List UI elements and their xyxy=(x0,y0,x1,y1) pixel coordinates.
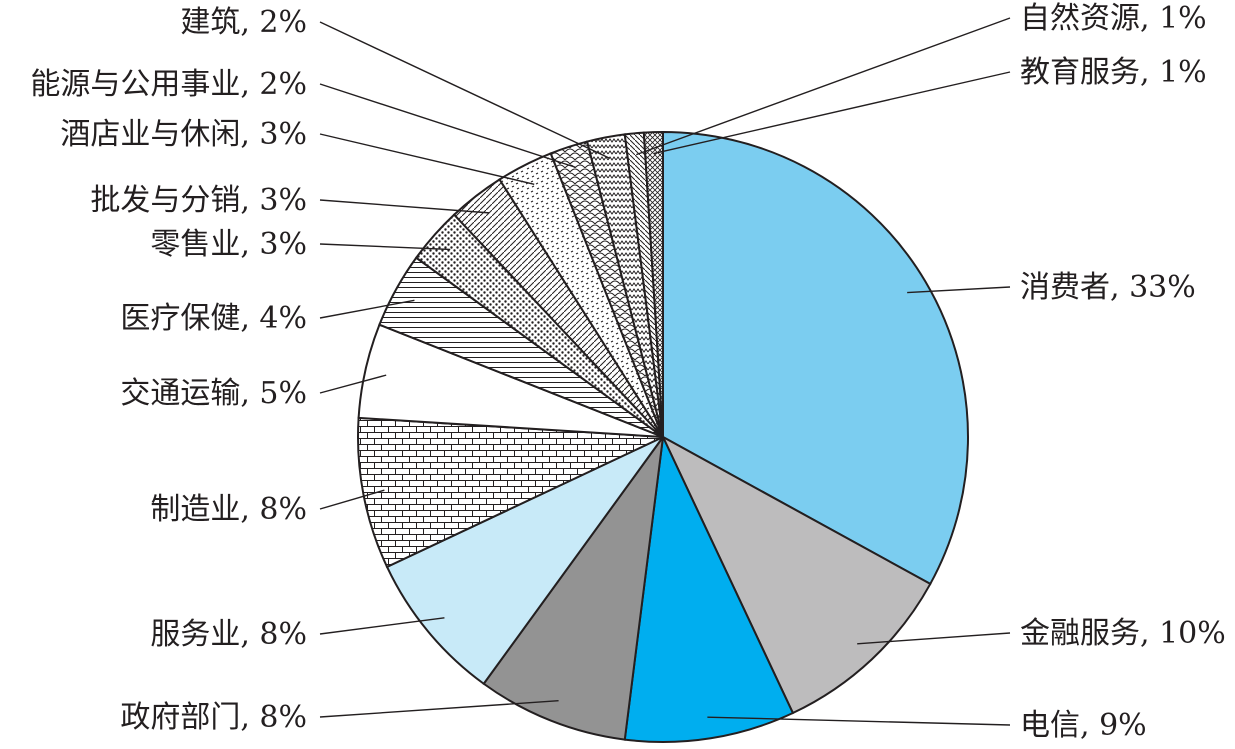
slice-label-10: 批发与分销, 3% xyxy=(90,183,307,218)
pie-slice-1 xyxy=(662,130,969,586)
leader-line-9 xyxy=(319,243,451,251)
slice-label-2: 金融服务, 10% xyxy=(1020,616,1226,651)
slice-label-14: 自然资源, 1% xyxy=(1020,1,1207,36)
slice-labels: 消费者, 33% 金融服务, 10% 电信, 9% 政府部门, 8% 服务业, 8% 制造… xyxy=(30,1,1225,743)
pie-slice-6 xyxy=(357,416,664,569)
leader-line-4 xyxy=(319,700,559,718)
leader-line-8 xyxy=(319,299,415,319)
slice-label-4: 政府部门, 8% xyxy=(120,700,307,735)
slice-label-3: 电信, 9% xyxy=(1020,708,1147,743)
slice-label-7: 交通运输, 5% xyxy=(120,376,307,411)
pie-slice-15 xyxy=(642,130,664,438)
leader-line-14 xyxy=(636,17,1011,156)
leader-line-1 xyxy=(907,286,1011,294)
leader-line-11 xyxy=(319,133,535,185)
slice-label-12: 能源与公用事业, 2% xyxy=(30,67,307,102)
slice-label-15: 教育服务, 1% xyxy=(1020,55,1207,90)
pie-slices xyxy=(357,130,969,743)
pie-slice-5 xyxy=(385,436,664,686)
leader-line-3 xyxy=(707,716,1011,726)
leader-line-10 xyxy=(319,199,490,214)
pie-slice-4 xyxy=(482,436,664,741)
leader-lines xyxy=(319,17,1011,726)
leader-line-13 xyxy=(319,21,611,160)
slice-label-5: 服务业, 8% xyxy=(150,617,307,652)
leader-line-7 xyxy=(319,374,387,394)
slice-label-13: 建筑, 2% xyxy=(180,5,307,40)
slice-label-8: 医疗保健, 4% xyxy=(120,301,307,336)
leader-line-2 xyxy=(857,632,1011,645)
slice-label-11: 酒店业与休闲, 3% xyxy=(60,117,307,152)
leader-line-12 xyxy=(319,83,576,168)
leader-line-5 xyxy=(319,617,445,635)
slice-label-9: 零售业, 3% xyxy=(150,227,307,262)
pie-slice-3 xyxy=(623,433,795,743)
slice-label-6: 制造业, 8% xyxy=(150,492,307,527)
leader-line-15 xyxy=(653,71,1011,155)
slice-label-1: 消费者, 33% xyxy=(1020,270,1196,305)
leader-line-6 xyxy=(319,489,385,510)
